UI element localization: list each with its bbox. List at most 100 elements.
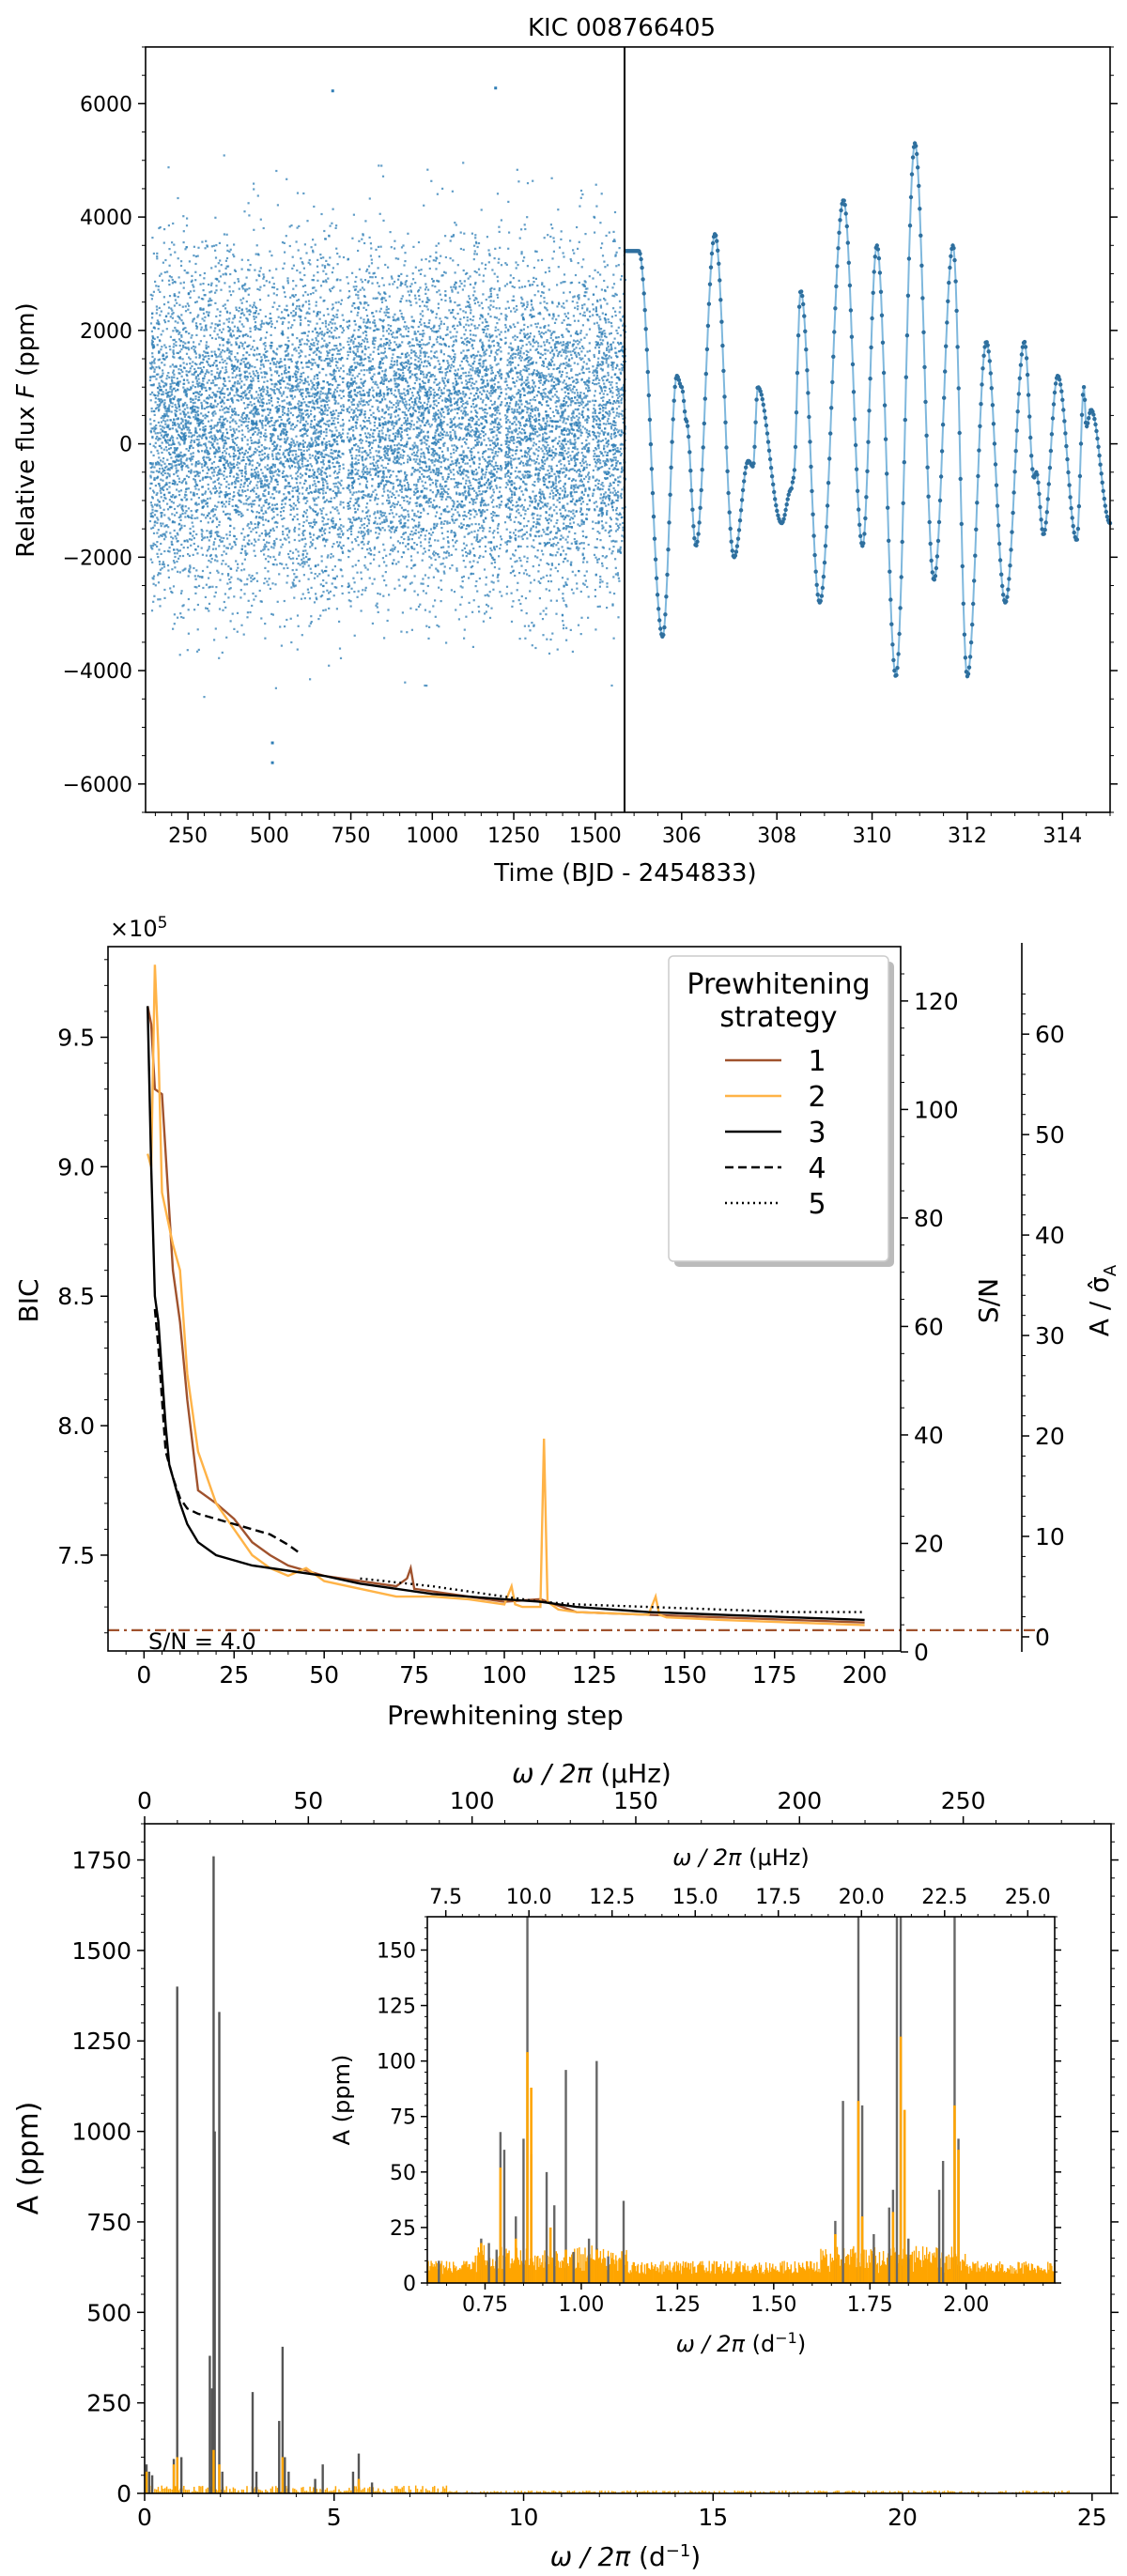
flux-point (221, 554, 224, 557)
flux-point (504, 414, 507, 417)
flux-point (328, 392, 331, 394)
flux-point (524, 569, 527, 572)
flux-point (410, 325, 413, 328)
flux-point (190, 459, 193, 462)
flux-point (331, 327, 333, 330)
flux-point (612, 362, 615, 364)
flux-point (468, 479, 471, 482)
flux-point (390, 449, 393, 453)
flux-point (520, 356, 523, 359)
flux-point (605, 423, 608, 425)
flux-point (505, 440, 509, 442)
flux-point (437, 424, 440, 426)
flux-point (596, 455, 599, 457)
flux-point (300, 372, 302, 375)
flux-point (523, 359, 526, 362)
flux-point (388, 457, 391, 460)
flux-point (190, 432, 193, 435)
flux-point (595, 367, 598, 370)
flux-point (238, 310, 240, 313)
flux-point (239, 330, 242, 332)
flux-point (508, 405, 511, 408)
flux-point (534, 322, 537, 326)
flux-point (269, 362, 271, 365)
flux-point (151, 508, 154, 511)
flux-point (390, 520, 393, 523)
flux-point (418, 410, 421, 414)
flux-point (537, 371, 540, 374)
flux-point (405, 403, 409, 406)
flux-point (187, 575, 190, 578)
flux-point (471, 399, 474, 402)
flux-point (511, 377, 514, 379)
flux-point (469, 552, 471, 555)
flux-point (387, 429, 390, 432)
flux-point (385, 584, 388, 587)
flux-point (497, 385, 500, 389)
flux-point (367, 403, 370, 406)
flux-point (375, 392, 378, 394)
flux-point (460, 341, 464, 344)
flux-point (325, 400, 329, 403)
flux-point (481, 407, 484, 409)
flux-point (388, 316, 391, 318)
flux-point (397, 494, 400, 497)
flux-point (332, 391, 336, 393)
flux-point (607, 417, 610, 420)
flux-point (526, 363, 529, 367)
flux-point (350, 335, 353, 338)
flux-point (307, 340, 310, 343)
flux-point (599, 367, 602, 370)
flux-point (533, 459, 535, 462)
flux-point (493, 356, 496, 359)
flux-point (600, 363, 603, 366)
flux-point (620, 492, 623, 495)
flux-point (208, 531, 211, 533)
flux-point (484, 484, 486, 486)
flux-point (486, 461, 489, 464)
flux-point (349, 600, 352, 603)
flux-point (206, 456, 208, 459)
flux-point (428, 260, 431, 263)
flux-point (488, 482, 491, 485)
flux-point (449, 355, 452, 358)
flux-point (388, 344, 391, 347)
flux-point (306, 412, 309, 415)
flux-point (177, 570, 179, 573)
flux-point (582, 361, 585, 363)
flux-point (239, 320, 241, 323)
flux-point (288, 383, 291, 386)
flux-point (503, 521, 507, 524)
flux-point (619, 306, 622, 309)
flux-point (470, 484, 472, 486)
flux-point (395, 409, 398, 411)
flux-point (306, 380, 309, 383)
flux-point (302, 533, 305, 537)
flux-point (162, 561, 164, 563)
flux-point (504, 336, 507, 339)
flux-point (525, 366, 528, 369)
flux-point (226, 547, 229, 549)
flux-point (162, 403, 165, 406)
flux-point (206, 406, 208, 409)
flux-point (201, 478, 204, 481)
flux-point (378, 328, 380, 331)
flux-point (363, 295, 365, 298)
flux-point (313, 500, 316, 502)
flux-point (243, 568, 246, 571)
flux-point (421, 421, 424, 424)
flux-point (509, 427, 512, 430)
flux-point (156, 552, 159, 555)
flux-point (395, 318, 398, 321)
flux-point (519, 393, 522, 396)
flux-point (570, 526, 573, 529)
flux-point (174, 514, 177, 517)
flux-point (201, 450, 204, 453)
flux-point (579, 357, 581, 360)
flux-point (607, 365, 610, 368)
flux-point (324, 400, 327, 403)
flux-point (180, 482, 183, 485)
flux-point (450, 420, 453, 423)
flux-point (282, 525, 285, 528)
flux-point (376, 426, 378, 429)
